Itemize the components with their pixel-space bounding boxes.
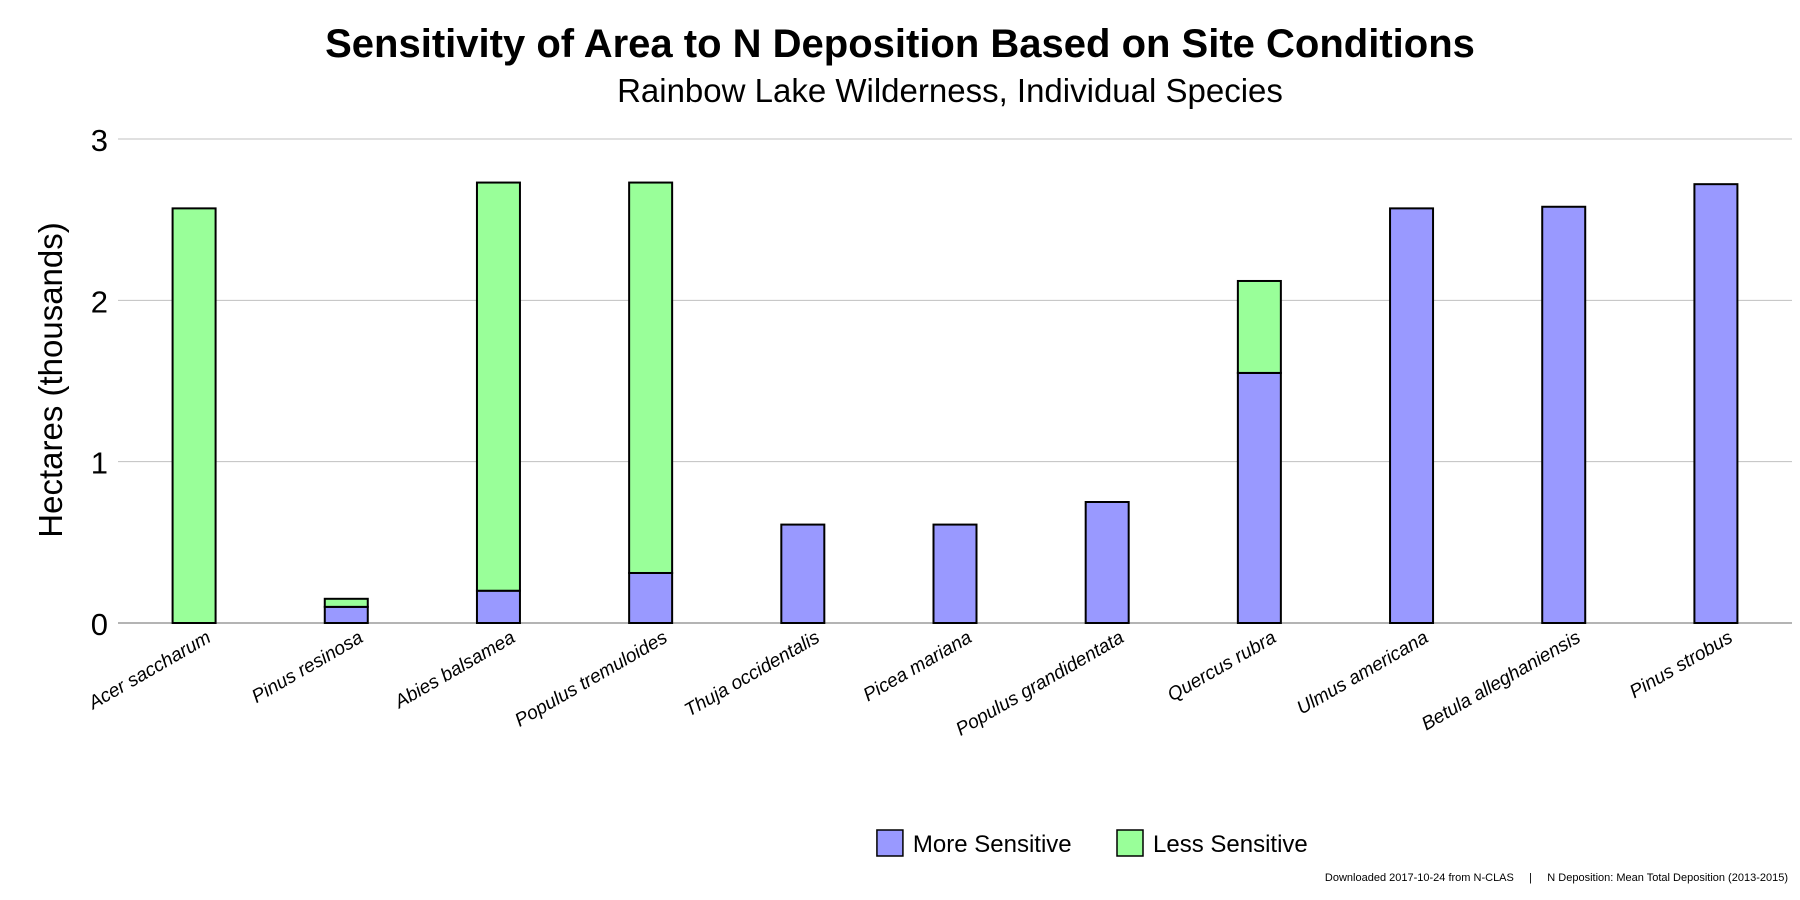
bar-segment-more-sensitive	[323, 605, 369, 624]
y-axis-label: Hectares (thousands)	[32, 222, 69, 537]
bar-segment-more-sensitive	[628, 571, 674, 625]
x-axis-ticks: Acer saccharum Pinus resinosa Abies balsam…	[84, 627, 1736, 741]
y-tick-label: 1	[91, 446, 108, 481]
bar-segment-more-sensitive	[1236, 371, 1282, 624]
legend-swatch	[1116, 829, 1144, 857]
bar-segment-more-sensitive	[932, 523, 978, 624]
x-tick-label: Picea mariana	[860, 627, 976, 706]
x-tick-label: Quercus rubra	[1164, 627, 1280, 706]
bar-segment-less-sensitive	[628, 181, 674, 574]
x-tick-label: Thuja occidentalis	[681, 627, 824, 721]
x-tick-label: Pinus strobus	[1626, 627, 1737, 703]
legend-label: Less Sensitive	[1153, 831, 1308, 858]
y-axis-ticks: 0 1 2 3	[91, 123, 108, 642]
y-tick-label: 2	[91, 284, 108, 319]
bar-segment-less-sensitive	[1236, 279, 1282, 374]
bars	[171, 181, 1739, 625]
bar-segment-more-sensitive	[1693, 183, 1739, 624]
x-tick-label: Pinus resinosa	[248, 627, 366, 707]
bar-segment-more-sensitive	[1084, 501, 1130, 624]
chart-title: Sensitivity of Area to N Deposition Base…	[325, 22, 1475, 66]
chart-footer: Downloaded 2017-10-24 from N-CLAS | N De…	[1324, 872, 1788, 884]
legend-swatch	[876, 829, 904, 857]
x-tick-label: Ulmus americana	[1294, 627, 1433, 719]
bar-segment-more-sensitive	[1389, 207, 1435, 625]
x-tick-label: Betula alleghaniensis	[1418, 627, 1584, 735]
bar-segment-less-sensitive	[475, 181, 521, 592]
x-tick-label: Populus grandidentata	[953, 627, 1128, 740]
y-tick-label: 3	[91, 123, 108, 158]
bar-segment-less-sensitive	[323, 597, 369, 608]
x-tick-label: Populus tremuloides	[512, 627, 672, 732]
bar-segment-more-sensitive	[475, 589, 521, 625]
x-tick-label: Abies balsamea	[390, 627, 518, 713]
bar-segment-more-sensitive	[780, 523, 826, 624]
y-tick-label: 0	[91, 607, 108, 642]
bar-segment-less-sensitive	[171, 207, 217, 625]
chart-subtitle: Rainbow Lake Wilderness, Individual Spec…	[617, 72, 1283, 109]
bar-segment-more-sensitive	[1541, 205, 1587, 624]
legend-label: More Sensitive	[913, 831, 1072, 858]
legend: More Sensitive Less Sensitive	[876, 829, 1308, 858]
